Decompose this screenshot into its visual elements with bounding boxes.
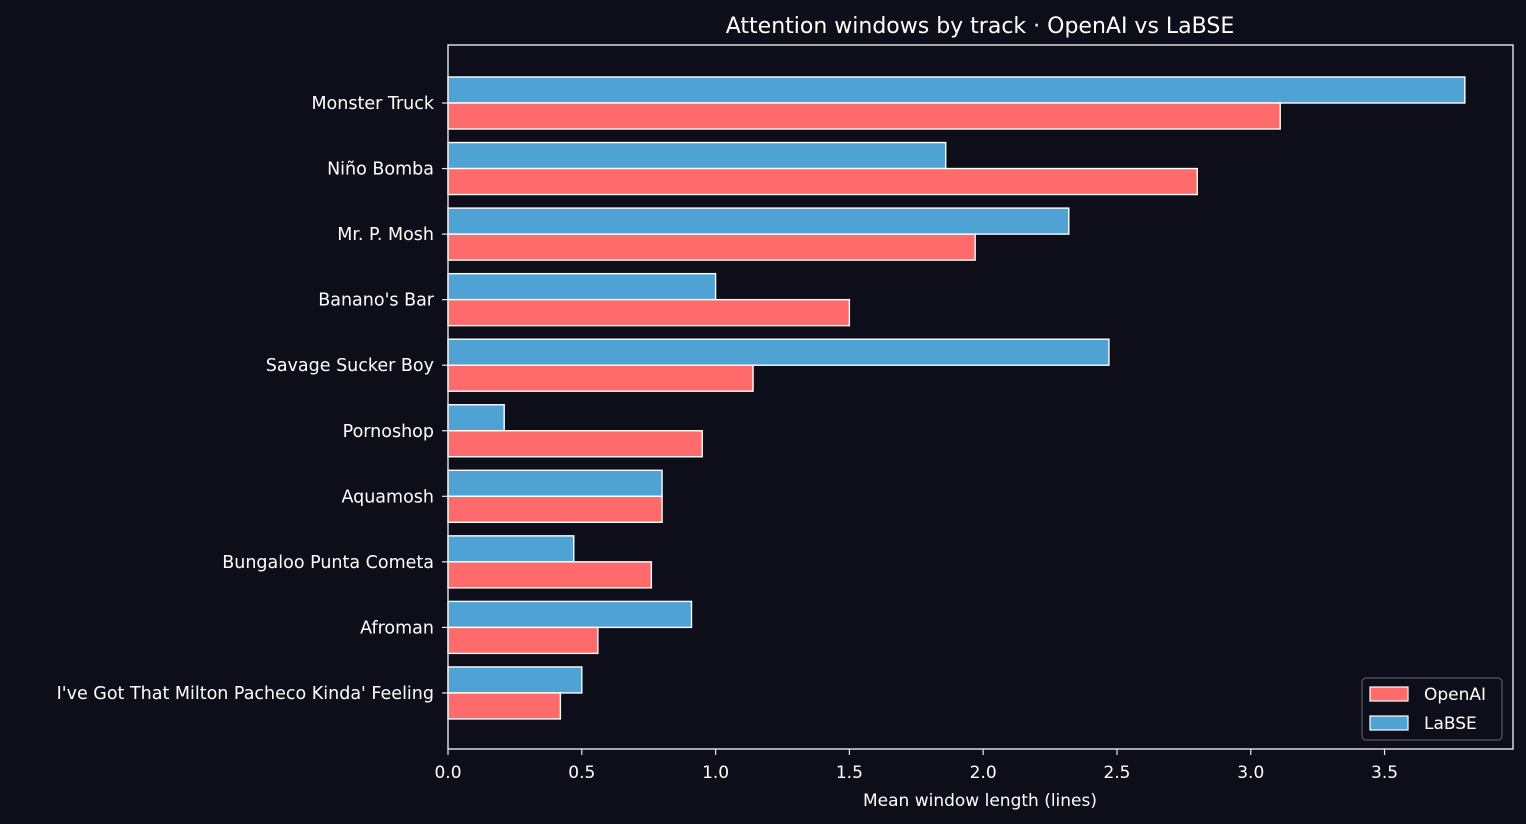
x-tick-label: 1.5 <box>836 763 863 783</box>
y-tick-label: Savage Sucker Boy <box>266 356 434 376</box>
legend-swatch-openai <box>1369 686 1409 702</box>
bar-labse-2 <box>447 207 1070 235</box>
bar-openai-3 <box>447 298 851 327</box>
chart-title: Attention windows by track · OpenAI vs L… <box>726 14 1234 39</box>
bar-labse-7 <box>447 535 575 563</box>
y-tick-label: I've Got That Milton Pacheco Kinda' Feel… <box>57 684 434 704</box>
y-tick-label: Afroman <box>360 618 434 638</box>
bar-openai-0 <box>447 102 1281 130</box>
y-tick-label: Bungaloo Punta Cometa <box>222 553 434 573</box>
x-tick-label: 0.0 <box>434 763 461 783</box>
bar-labse-8 <box>447 600 693 629</box>
legend-label-openai: OpenAI <box>1424 685 1486 705</box>
bar-labse-6 <box>447 469 663 497</box>
x-tick-label: 0.5 <box>568 763 595 783</box>
x-tick-label: 1.0 <box>702 763 729 783</box>
bar-openai-2 <box>447 233 976 261</box>
x-ticks: 0.0 0.5 1.0 1.5 2.0 2.5 3.0 3.5 <box>434 749 1398 783</box>
bar-openai-8 <box>447 626 599 655</box>
bar-labse-5 <box>447 404 505 432</box>
legend: OpenAI LaBSE <box>1361 677 1503 741</box>
bar-openai-4 <box>447 364 754 392</box>
bar-labse-4 <box>447 338 1110 366</box>
bar-labse-1 <box>447 141 947 170</box>
bar-openai-6 <box>447 495 663 523</box>
bar-openai-9 <box>447 692 562 720</box>
y-tick-label: Mr. P. Mosh <box>337 225 434 245</box>
x-tick-label: 3.5 <box>1371 763 1398 783</box>
bar-openai-1 <box>447 167 1198 196</box>
legend-label-labse: LaBSE <box>1424 714 1477 734</box>
bar-openai-7 <box>447 561 653 589</box>
bar-labse-9 <box>447 666 583 694</box>
y-tick-label: Pornoshop <box>343 422 434 442</box>
y-tick-label: Monster Truck <box>311 94 434 114</box>
plot-frame <box>447 44 1514 750</box>
y-tick-label: Aquamosh <box>341 487 434 507</box>
bar-openai-5 <box>447 430 703 458</box>
x-axis-label: Mean window length (lines) <box>863 791 1097 811</box>
y-tick-label: Niño Bomba <box>327 160 434 180</box>
bars-group <box>447 76 1466 720</box>
x-tick-label: 2.5 <box>1103 763 1130 783</box>
bar-labse-3 <box>447 272 717 301</box>
x-tick-label: 3.0 <box>1237 763 1264 783</box>
legend-swatch-labse <box>1369 715 1409 731</box>
y-tick-labels: Monster Truck Niño Bomba Mr. P. Mosh Banano… <box>57 94 448 704</box>
x-tick-label: 2.0 <box>970 763 997 783</box>
y-tick-label: Banano's Bar <box>318 291 435 311</box>
bar-labse-0 <box>447 76 1466 104</box>
